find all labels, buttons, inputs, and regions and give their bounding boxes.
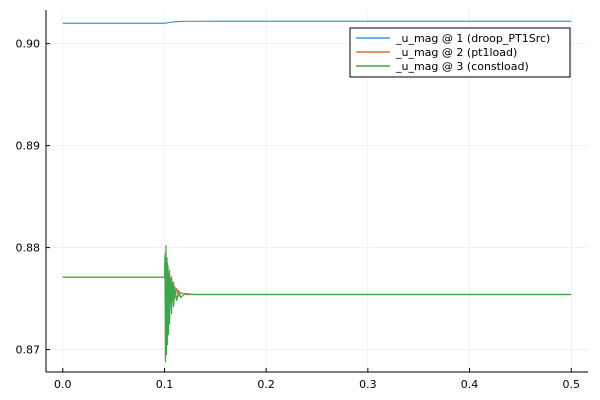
- x-tick-label: 0.4: [461, 378, 479, 391]
- legend: _u_mag @ 1 (droop_PT1Src)_u_mag @ 2 (pt1…: [349, 27, 571, 78]
- x-tick-label: 0.2: [257, 378, 275, 391]
- series-lines: [62, 20, 572, 363]
- x-tick-label: 0.0: [54, 378, 72, 391]
- x-tick-label: 0.3: [359, 378, 377, 391]
- y-tick-label: 0.89: [16, 140, 41, 153]
- x-axis-ticks: 0.0 0.1 0.2 0.3 0.4 0.5: [54, 368, 580, 391]
- x-tick-label: 0.5: [562, 378, 580, 391]
- series-line-3: [62, 244, 572, 363]
- series-line-1: [62, 20, 572, 24]
- legend-label-1: _u_mag @ 1 (droop_PT1Src): [395, 32, 550, 45]
- y-tick-label: 0.88: [16, 242, 41, 255]
- axes: [45, 10, 588, 373]
- y-tick-label: 0.87: [16, 344, 41, 357]
- x-tick-label: 0.1: [156, 378, 174, 391]
- y-tick-label: 0.90: [16, 38, 41, 51]
- legend-label-2: _u_mag @ 2 (pt1load): [395, 46, 517, 59]
- y-axis-ticks: 0.87 0.88 0.89 0.90: [16, 38, 50, 357]
- legend-label-3: _u_mag @ 3 (constload): [395, 60, 529, 73]
